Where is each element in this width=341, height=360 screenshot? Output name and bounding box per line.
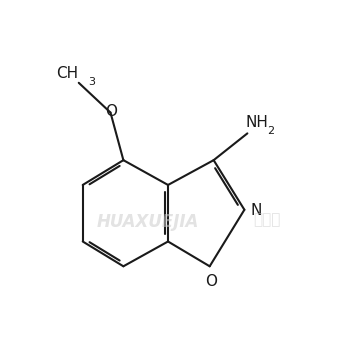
Text: 化学加: 化学加 bbox=[253, 212, 281, 227]
Text: HUAXUEJIA: HUAXUEJIA bbox=[97, 213, 199, 231]
Text: O: O bbox=[105, 104, 118, 119]
Text: NH: NH bbox=[246, 116, 268, 130]
Text: O: O bbox=[205, 274, 217, 289]
Text: 2: 2 bbox=[267, 126, 274, 136]
Text: CH: CH bbox=[56, 66, 78, 81]
Text: N: N bbox=[250, 203, 262, 218]
Text: 3: 3 bbox=[89, 77, 96, 87]
